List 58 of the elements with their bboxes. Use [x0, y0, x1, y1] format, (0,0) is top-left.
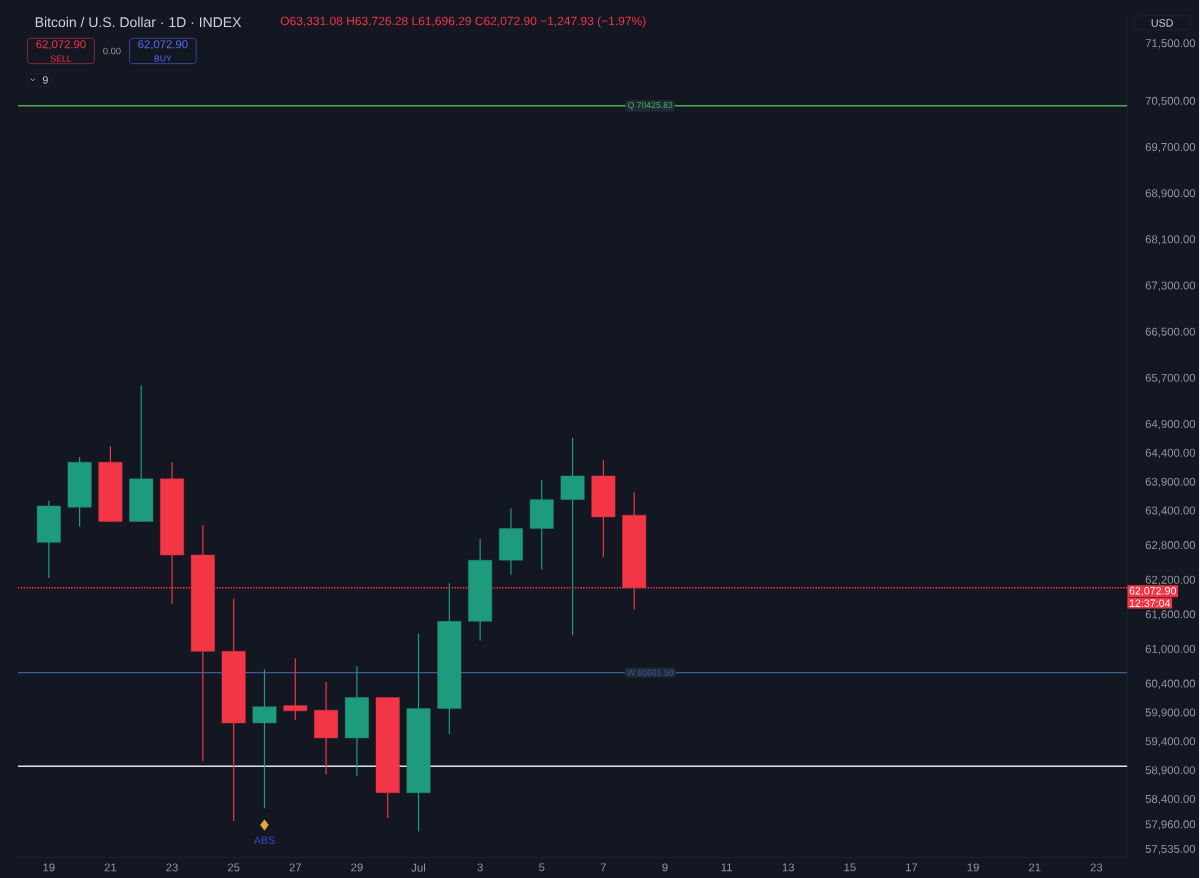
x-tick-label: 3	[477, 863, 483, 872]
annotation: 62,072.90	[36, 40, 86, 50]
ref-line-label: 62,072.90	[1129, 586, 1177, 596]
x-tick-label: 11	[721, 863, 732, 872]
y-tick-label: 59,900.00	[1145, 708, 1196, 718]
y-tick-label: 61,600.00	[1145, 610, 1196, 620]
text: USD	[1151, 19, 1173, 27]
annotation: 9	[42, 76, 48, 84]
x-tick-label: 29	[351, 863, 363, 872]
x-tick-label: 19	[967, 863, 979, 872]
y-tick-label: 57,535.00	[1145, 844, 1196, 855]
x-tick-label: 25	[227, 863, 240, 872]
x-tick-label: 5	[539, 863, 545, 872]
y-tick-label: 67,300.00	[1145, 281, 1196, 291]
y-tick-label: 68,100.00	[1145, 235, 1196, 245]
x-tick-label: 21	[104, 863, 117, 872]
x-tick-label: 17	[906, 863, 918, 872]
chart-subtitle: O63,331.08 H63,726.28 L61,696.29 C62,072.90 −1,247.93 (−1.97%)	[280, 16, 646, 28]
annotation: BUY	[154, 55, 172, 62]
y-tick-label: 63,400.00	[1145, 506, 1196, 516]
annotation: 62,072.90	[138, 40, 188, 50]
y-tick-label: 62,200.00	[1145, 575, 1196, 585]
x-tick-label: 21	[1028, 863, 1041, 872]
chart-title: Bitcoin / U.S. Dollar · 1D · INDEX	[35, 16, 242, 27]
y-tick-label: 70,500.00	[1145, 96, 1196, 107]
y-tick-label: 61,000.00	[1145, 644, 1196, 655]
series-label: ABS	[253, 836, 275, 844]
x-tick-label: 15	[844, 863, 856, 872]
x-tick-label: 23	[1090, 863, 1103, 872]
y-tick-label: 59,400.00	[1145, 737, 1196, 747]
y-tick-label: 57,960.00	[1145, 820, 1196, 830]
x-tick-label: 19	[43, 863, 55, 872]
x-tick-label: 23	[166, 863, 178, 872]
ref-line-label: W 60601.50	[626, 669, 674, 676]
candlestick	[560, 437, 585, 636]
x-tick-label: 13	[782, 863, 795, 872]
x-tick-label: 7	[600, 863, 606, 872]
x-tick-label: 27	[289, 863, 301, 872]
ref-line-label: Q 70425.83	[628, 101, 673, 110]
annotation: 0.00	[103, 47, 121, 55]
x-tick-label: Jul	[411, 863, 425, 872]
y-tick-label: 58,400.00	[1145, 794, 1196, 805]
y-tick-label: 60,400.00	[1145, 679, 1196, 689]
y-tick-label: 62,800.00	[1145, 540, 1196, 551]
annotation: SELL	[50, 55, 72, 62]
text: 12:37:04	[1129, 599, 1171, 607]
y-tick-label: 64,400.00	[1145, 448, 1196, 458]
y-tick-label: 69,700.00	[1145, 142, 1196, 153]
candlestick	[252, 668, 277, 809]
y-tick-label: 63,900.00	[1145, 477, 1196, 487]
candlestick	[283, 657, 308, 721]
y-tick-label: 58,900.00	[1145, 765, 1196, 776]
y-tick-label: 66,500.00	[1145, 327, 1196, 337]
y-tick-label: 65,700.00	[1145, 373, 1196, 383]
y-tick-label: 64,900.00	[1145, 419, 1196, 430]
y-tick-label: 71,500.00	[1145, 39, 1196, 49]
y-tick-label: 68,900.00	[1145, 189, 1196, 199]
x-tick-label: 9	[662, 863, 668, 872]
